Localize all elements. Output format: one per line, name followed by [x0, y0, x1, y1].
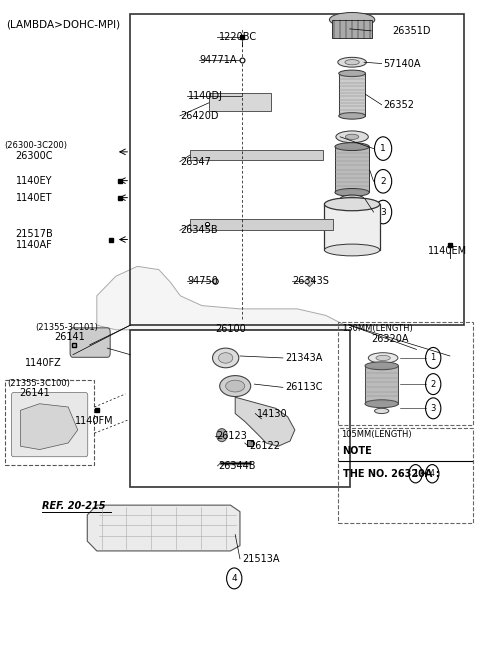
Ellipse shape [216, 428, 227, 442]
Polygon shape [235, 397, 295, 446]
Text: 26141: 26141 [54, 332, 84, 342]
Ellipse shape [339, 112, 365, 119]
Text: 1: 1 [380, 144, 386, 153]
FancyBboxPatch shape [209, 93, 271, 111]
Polygon shape [97, 266, 345, 330]
Text: (26300-3C200): (26300-3C200) [4, 141, 67, 150]
Text: 26100: 26100 [215, 323, 246, 334]
Ellipse shape [218, 353, 233, 363]
Text: 1140EM: 1140EM [429, 246, 468, 256]
Text: 21343A: 21343A [285, 353, 323, 363]
Text: 21517B: 21517B [16, 229, 53, 239]
Text: 26345B: 26345B [180, 225, 218, 235]
Text: 26351D: 26351D [393, 26, 431, 36]
Ellipse shape [324, 198, 380, 211]
Text: 26343S: 26343S [292, 277, 329, 286]
Ellipse shape [213, 348, 239, 368]
Text: 1140FM: 1140FM [75, 417, 114, 426]
Text: 26122: 26122 [250, 442, 280, 451]
Text: 4: 4 [430, 469, 435, 478]
Text: 57140A: 57140A [383, 58, 420, 68]
Text: 21513A: 21513A [242, 554, 280, 564]
Text: (21355-3C100): (21355-3C100) [7, 379, 70, 388]
Ellipse shape [339, 70, 365, 77]
Text: (21355-3C101): (21355-3C101) [35, 323, 97, 332]
Text: 1: 1 [431, 353, 436, 363]
Text: 26352: 26352 [383, 100, 414, 110]
Text: 2: 2 [380, 177, 386, 186]
FancyBboxPatch shape [190, 150, 324, 160]
Text: 3: 3 [380, 208, 386, 217]
Ellipse shape [376, 355, 390, 361]
Ellipse shape [345, 60, 359, 65]
Polygon shape [87, 505, 240, 551]
Ellipse shape [365, 400, 398, 407]
Text: 26300C: 26300C [16, 151, 53, 161]
Ellipse shape [220, 376, 251, 397]
Text: 14130: 14130 [257, 409, 288, 419]
Text: 26113C: 26113C [285, 382, 323, 392]
FancyBboxPatch shape [339, 74, 365, 116]
Text: 1140DJ: 1140DJ [188, 91, 223, 101]
Text: 1140FZ: 1140FZ [25, 358, 62, 368]
Ellipse shape [338, 57, 366, 67]
Text: 2: 2 [431, 380, 436, 388]
Text: 26344B: 26344B [218, 461, 256, 471]
Polygon shape [21, 404, 78, 449]
Ellipse shape [335, 143, 369, 150]
Ellipse shape [346, 134, 359, 139]
Text: (LAMBDA>DOHC-MPI): (LAMBDA>DOHC-MPI) [6, 19, 120, 30]
Text: 26420D: 26420D [180, 111, 219, 121]
Text: 3: 3 [431, 404, 436, 413]
Text: 1140ET: 1140ET [16, 193, 52, 202]
FancyBboxPatch shape [365, 366, 398, 404]
Ellipse shape [374, 408, 389, 413]
FancyBboxPatch shape [190, 219, 333, 231]
Text: 1220BC: 1220BC [218, 32, 257, 42]
Ellipse shape [368, 353, 398, 363]
Text: NOTE: NOTE [343, 447, 372, 457]
Ellipse shape [346, 197, 359, 201]
Text: 1: 1 [413, 469, 418, 478]
Text: 4: 4 [231, 574, 237, 583]
Ellipse shape [340, 195, 364, 203]
Text: ~: ~ [420, 468, 428, 479]
Text: REF. 20-215: REF. 20-215 [42, 501, 106, 511]
Ellipse shape [329, 12, 375, 27]
Text: 130MM(LENGTH): 130MM(LENGTH) [343, 324, 413, 333]
FancyBboxPatch shape [335, 147, 369, 193]
Ellipse shape [365, 362, 398, 370]
Text: 26347: 26347 [180, 156, 211, 167]
Text: 1140AF: 1140AF [16, 240, 52, 250]
FancyBboxPatch shape [324, 204, 380, 250]
Text: 1140EY: 1140EY [16, 175, 52, 186]
Text: 26320A: 26320A [371, 334, 408, 344]
Text: 94771A: 94771A [199, 55, 237, 65]
Ellipse shape [335, 189, 369, 196]
FancyBboxPatch shape [70, 328, 110, 357]
Text: THE NO. 26320A :: THE NO. 26320A : [343, 468, 443, 479]
Ellipse shape [324, 244, 380, 256]
FancyBboxPatch shape [12, 393, 88, 457]
Ellipse shape [336, 131, 368, 143]
Text: 26123: 26123 [216, 432, 247, 442]
Text: 26141: 26141 [20, 388, 50, 398]
Text: 94750: 94750 [188, 277, 218, 286]
FancyBboxPatch shape [332, 20, 372, 38]
Ellipse shape [226, 380, 245, 392]
Text: 105MM(LENGTH): 105MM(LENGTH) [341, 430, 412, 439]
